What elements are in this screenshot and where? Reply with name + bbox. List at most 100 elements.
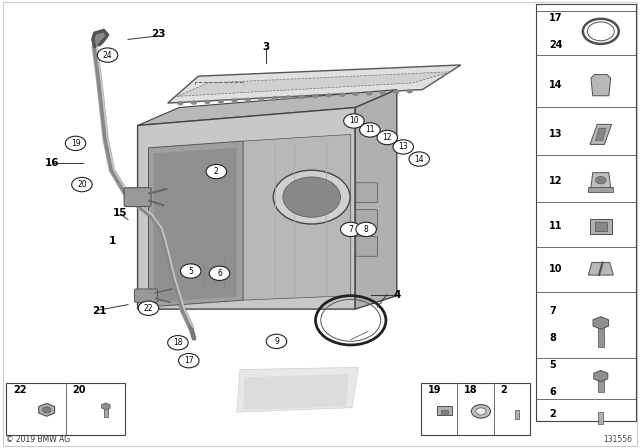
- Circle shape: [283, 177, 340, 217]
- Circle shape: [177, 101, 184, 105]
- Circle shape: [65, 136, 86, 151]
- Text: 22: 22: [13, 385, 26, 395]
- Circle shape: [344, 114, 364, 128]
- FancyBboxPatch shape: [421, 383, 530, 435]
- FancyBboxPatch shape: [536, 4, 636, 421]
- FancyBboxPatch shape: [356, 183, 378, 202]
- FancyBboxPatch shape: [598, 325, 604, 347]
- Text: 1: 1: [108, 236, 116, 246]
- FancyBboxPatch shape: [588, 187, 613, 192]
- Circle shape: [97, 48, 118, 62]
- Text: © 2019 BMW AG: © 2019 BMW AG: [6, 435, 70, 444]
- Circle shape: [340, 222, 361, 237]
- FancyBboxPatch shape: [6, 383, 125, 435]
- Polygon shape: [590, 219, 612, 234]
- Text: 2: 2: [500, 385, 507, 395]
- Circle shape: [353, 92, 359, 96]
- Text: 13: 13: [398, 142, 408, 151]
- Polygon shape: [591, 172, 611, 188]
- Circle shape: [476, 408, 486, 415]
- Circle shape: [471, 405, 491, 418]
- Polygon shape: [593, 317, 609, 329]
- Text: 19: 19: [70, 139, 81, 148]
- Polygon shape: [138, 90, 397, 125]
- Circle shape: [266, 334, 287, 349]
- Circle shape: [209, 266, 230, 280]
- Polygon shape: [437, 406, 452, 415]
- Text: 16: 16: [45, 158, 60, 168]
- FancyBboxPatch shape: [515, 409, 519, 418]
- Circle shape: [409, 152, 429, 166]
- Text: 10: 10: [349, 116, 359, 125]
- Circle shape: [406, 89, 413, 93]
- Circle shape: [312, 94, 319, 99]
- Text: 9: 9: [274, 337, 279, 346]
- Polygon shape: [595, 128, 606, 141]
- Text: 21: 21: [92, 306, 106, 316]
- Circle shape: [356, 222, 376, 237]
- Circle shape: [393, 90, 399, 94]
- Circle shape: [258, 97, 264, 101]
- Circle shape: [285, 95, 291, 100]
- Circle shape: [42, 407, 51, 413]
- Text: 20: 20: [72, 385, 86, 395]
- Circle shape: [168, 336, 188, 350]
- Text: 13: 13: [549, 129, 563, 139]
- Text: 15: 15: [113, 208, 127, 218]
- Circle shape: [231, 98, 237, 103]
- Polygon shape: [93, 30, 108, 47]
- Circle shape: [271, 96, 278, 100]
- Polygon shape: [138, 108, 355, 309]
- Text: 2: 2: [549, 409, 556, 419]
- Polygon shape: [148, 141, 243, 307]
- Text: 23: 23: [152, 30, 166, 39]
- FancyBboxPatch shape: [598, 379, 604, 392]
- FancyBboxPatch shape: [356, 237, 378, 256]
- Circle shape: [179, 353, 199, 368]
- Text: 6: 6: [549, 387, 556, 397]
- Circle shape: [72, 177, 92, 192]
- Polygon shape: [243, 134, 351, 300]
- Polygon shape: [168, 65, 461, 103]
- Circle shape: [191, 100, 197, 105]
- Circle shape: [360, 123, 380, 137]
- Circle shape: [380, 90, 386, 95]
- Text: 6: 6: [217, 269, 222, 278]
- Polygon shape: [39, 403, 54, 416]
- Text: 2: 2: [214, 167, 219, 176]
- Circle shape: [339, 92, 346, 97]
- Polygon shape: [102, 403, 110, 410]
- FancyBboxPatch shape: [442, 410, 448, 415]
- Text: 12: 12: [549, 177, 563, 186]
- Circle shape: [366, 91, 372, 95]
- Circle shape: [206, 164, 227, 179]
- Text: 7: 7: [348, 225, 353, 234]
- Text: 14: 14: [414, 155, 424, 164]
- Text: 14: 14: [549, 80, 563, 90]
- FancyBboxPatch shape: [356, 210, 378, 229]
- Polygon shape: [591, 74, 611, 96]
- Text: 11: 11: [365, 125, 374, 134]
- Text: 131556: 131556: [604, 435, 632, 444]
- Polygon shape: [590, 125, 612, 144]
- Circle shape: [244, 98, 251, 102]
- Polygon shape: [595, 222, 607, 231]
- Text: 7: 7: [549, 306, 556, 316]
- Polygon shape: [177, 72, 451, 96]
- Circle shape: [326, 93, 332, 98]
- Polygon shape: [594, 370, 608, 382]
- Circle shape: [299, 95, 305, 99]
- FancyBboxPatch shape: [134, 289, 157, 302]
- Polygon shape: [588, 263, 613, 275]
- Text: 18: 18: [173, 338, 182, 347]
- Circle shape: [138, 301, 159, 315]
- Text: 11: 11: [549, 221, 563, 231]
- FancyBboxPatch shape: [598, 412, 604, 424]
- Text: 20: 20: [77, 180, 87, 189]
- Circle shape: [377, 130, 397, 145]
- Text: 19: 19: [428, 385, 441, 395]
- FancyBboxPatch shape: [104, 408, 108, 417]
- Text: 24: 24: [549, 40, 563, 50]
- Text: 8: 8: [549, 333, 556, 343]
- Circle shape: [595, 177, 606, 184]
